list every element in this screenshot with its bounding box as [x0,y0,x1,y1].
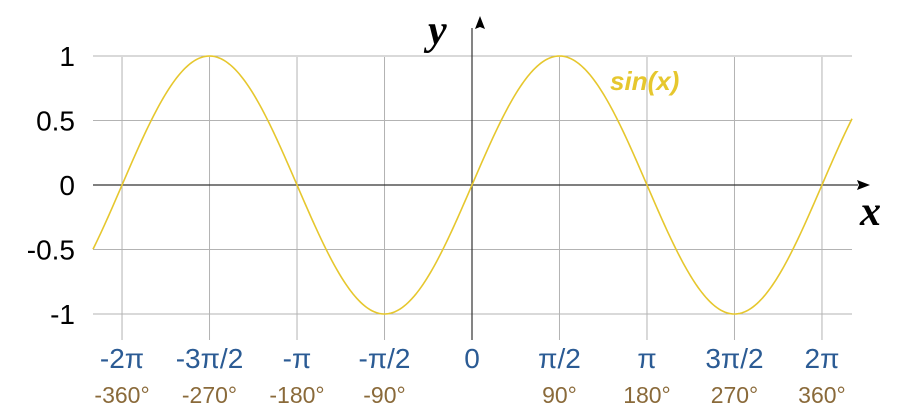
x-tick-degree-label: -180° [269,382,324,408]
y-tick-label: 1 [59,41,75,72]
x-axis-arrow-icon [857,180,870,190]
x-tick-degree-label: -270° [182,382,237,408]
series-line-sin-x [92,55,853,315]
plot-area [92,55,853,315]
x-tick-label: π/2 [538,343,581,374]
x-tick-label: 2π [805,343,840,374]
x-tick-label: π [637,343,656,374]
x-tick-degree-label: -360° [94,382,149,408]
y-tick-label: 0.5 [36,106,75,137]
y-tick-label: -0.5 [27,235,75,266]
legend-sin-x: sin(x) [610,66,679,96]
x-axis-label: x [859,189,881,235]
x-tick-degree-label: 270° [711,382,759,408]
x-tick-label: -π [283,343,312,374]
x-tick-degree-label: 90° [542,382,577,408]
x-tick-degree-label: -90° [363,382,405,408]
x-tick-label: -3π/2 [176,343,244,374]
x-tick-label: 3π/2 [705,343,763,374]
y-tick-label: 0 [59,170,75,201]
x-tick-label: -π/2 [359,343,411,374]
y-axis-arrow-icon [475,16,485,29]
y-axis-label: y [423,8,447,54]
x-tick-label: -2π [100,343,144,374]
x-tick-degree-label: 180° [623,382,671,408]
x-tick-label: 0 [464,343,480,374]
y-tick-label: -1 [50,299,75,330]
x-tick-degree-label: 360° [798,382,846,408]
tick-labels: 1 0.5 0 -0.5 -1 -2π -360° -3π/2 -270° -π -180° -π/2… [27,41,846,408]
